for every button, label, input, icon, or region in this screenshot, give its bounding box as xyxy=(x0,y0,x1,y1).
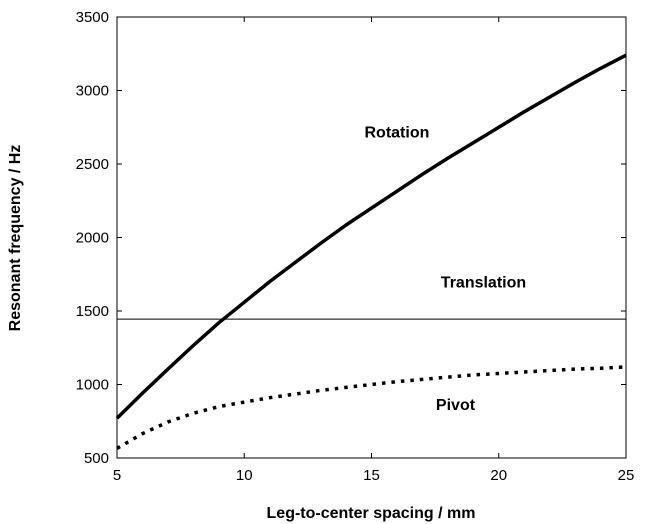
y-tick-label: 1000 xyxy=(76,377,109,394)
region-annotation: Translation xyxy=(441,274,526,291)
y-tick-label: 3000 xyxy=(76,83,109,100)
x-tick-label: 5 xyxy=(113,467,121,484)
plot-area-border xyxy=(116,16,627,459)
y-axis-title: Resonant frequency / Hz xyxy=(7,145,24,332)
y-tick-label: 2500 xyxy=(76,156,109,173)
y-tick-label: 3500 xyxy=(76,9,109,26)
x-tick-label: 25 xyxy=(618,467,635,484)
x-tick-label: 10 xyxy=(236,467,253,484)
axis-ticks: 5 10 15 20 25 500 1000 1500 2000 2500 3000 3500 xyxy=(76,9,635,484)
x-tick-label: 15 xyxy=(363,467,380,484)
series-layer xyxy=(115,53,627,450)
x-tick-label: 20 xyxy=(490,467,507,484)
plot-frame xyxy=(116,16,627,459)
x-axis-title: Leg-to-center spacing / mm xyxy=(267,505,476,522)
y-tick-label: 500 xyxy=(84,450,109,467)
y-tick-label: 2000 xyxy=(76,230,109,247)
series-line-solid xyxy=(115,53,627,420)
series-line-dotted xyxy=(116,365,627,450)
region-annotation: Rotation xyxy=(365,125,430,142)
annotation-layer: Rotation Translation Pivot xyxy=(365,125,527,415)
y-tick-label: 1500 xyxy=(76,303,109,320)
region-annotation: Pivot xyxy=(436,397,476,414)
